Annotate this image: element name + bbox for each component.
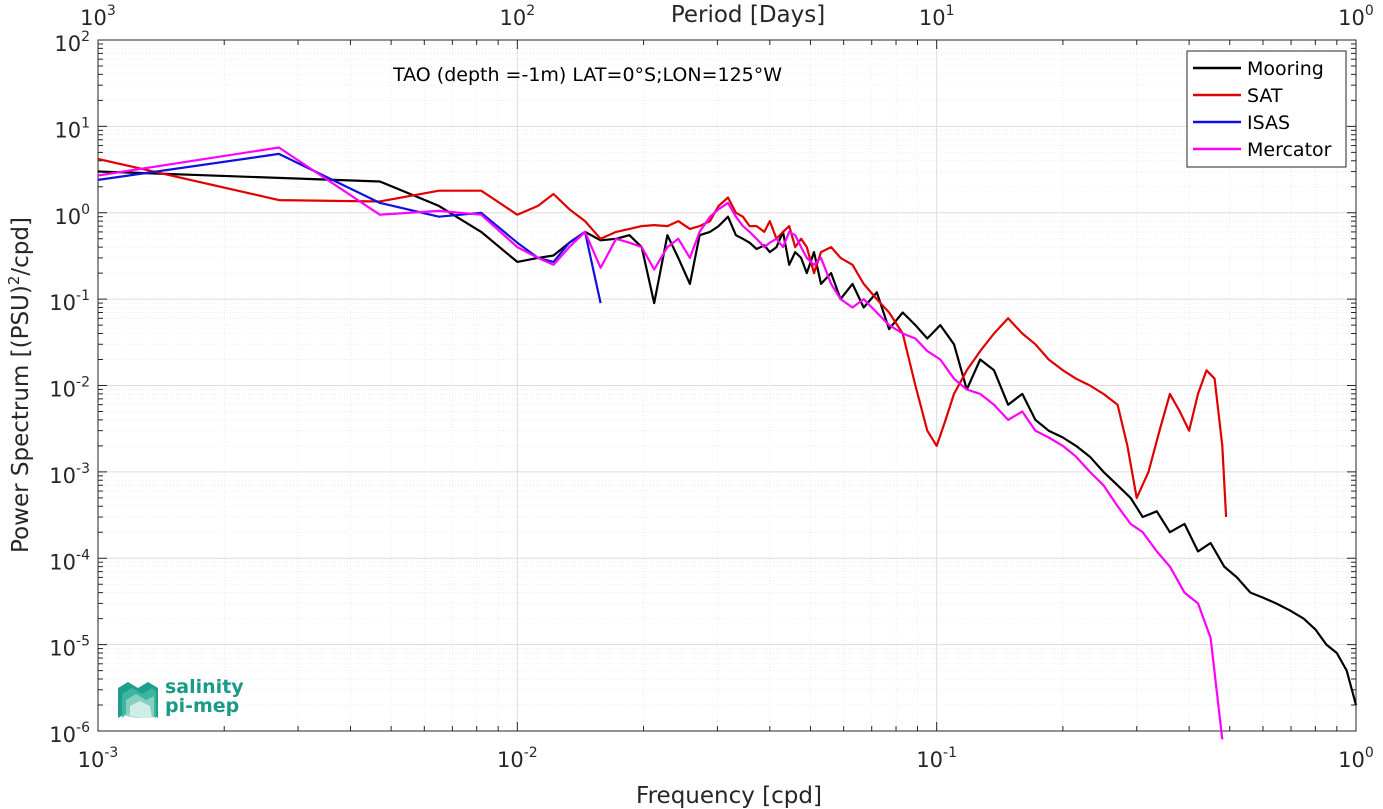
x-tick-label: 10-2: [497, 745, 538, 772]
x-axis-label: Frequency [cpd]: [636, 783, 822, 809]
x2-tick-label: 103: [80, 3, 116, 30]
y-tick-label: 10-3: [49, 461, 90, 488]
x-tick-label: 10-1: [916, 745, 957, 772]
legend-label-mooring: Mooring: [1247, 58, 1324, 80]
logo-waves-icon: [118, 682, 158, 718]
y-tick-label: 10-4: [49, 547, 90, 574]
y-tick-label: 102: [54, 29, 90, 56]
y-tick-label: 10-5: [49, 634, 90, 661]
top-axis-label: Period [Days]: [671, 2, 825, 28]
x-tick-label: 100: [1338, 745, 1374, 772]
x2-tick-label: 102: [500, 3, 536, 30]
y-tick-label: 101: [54, 115, 90, 142]
series-line-sat: [97, 157, 1228, 518]
legend: Mooring SAT ISAS Mercator: [1186, 50, 1347, 168]
y-tick-label: 10-1: [49, 288, 90, 315]
logo-line1: salinity: [165, 676, 244, 698]
y-tick-label: 100: [54, 202, 90, 229]
legend-label-isas: ISAS: [1247, 112, 1290, 134]
y-tick-label: 10-6: [49, 720, 90, 747]
series-line-mooring: [97, 170, 1358, 706]
series-line-mercator: [97, 146, 1224, 740]
y-axis-label-tail: /cpd]: [8, 217, 34, 276]
y-axis-label: Power Spectrum [(PSU)2/cpd]: [5, 217, 34, 553]
x-tick-label: 10-3: [78, 745, 119, 772]
x2-tick-label: 101: [919, 3, 955, 30]
y-axis-label-main: Power Spectrum [(PSU): [8, 285, 34, 553]
legend-label-sat: SAT: [1247, 85, 1283, 107]
grid: [97, 40, 1356, 732]
series-line-isas: [97, 152, 602, 304]
y-tick-label: 10-2: [49, 375, 90, 402]
chart-annotation: TAO (depth =-1m) LAT=0°S;LON=125°W: [392, 64, 782, 86]
legend-box: [1186, 50, 1347, 168]
legend-label-mercator: Mercator: [1247, 139, 1332, 161]
series-lines: [97, 146, 1358, 740]
y-axis-label-sup: 2: [5, 276, 23, 286]
salinity-pi-mep-logo: salinity pi-mep: [118, 676, 244, 718]
logo-line2: pi-mep: [165, 695, 239, 717]
x2-tick-label: 100: [1338, 3, 1374, 30]
